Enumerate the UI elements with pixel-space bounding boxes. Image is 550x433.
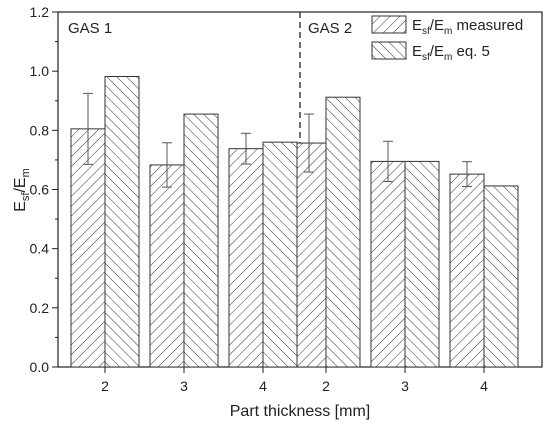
legend: Esf/Em measured Esf/Em eq. 5 [371, 15, 523, 63]
bar-measured [449, 173, 485, 368]
y-tick-label: 0.8 [30, 122, 50, 138]
panel-label-gas1: GAS 1 [68, 20, 112, 37]
legend-label-eq5: Esf/Em eq. 5 [412, 43, 490, 63]
bar-measured [228, 148, 264, 368]
bar-eq5 [183, 113, 219, 368]
x-tick-label: 2 [322, 378, 330, 394]
y-tick-label: 0.6 [30, 182, 50, 198]
y-tick-label: 0.0 [30, 359, 50, 375]
bar-measured [149, 164, 185, 368]
x-tick-label: 3 [401, 378, 409, 394]
x-tick-label: 4 [480, 378, 488, 394]
y-axis: 0.0 0.2 0.4 0.6 0.8 1.0 1.2 [30, 4, 58, 375]
bar-eq5 [262, 141, 298, 368]
x-tick-label: 2 [101, 378, 109, 394]
bar-eq5 [483, 185, 519, 368]
y-axis-title: Esf/Em [12, 168, 32, 212]
x-axis-title: Part thickness [mm] [230, 403, 370, 420]
legend-label-measured: Esf/Em measured [412, 17, 523, 37]
bars [70, 75, 519, 368]
legend-swatch-eq5 [371, 41, 407, 60]
x-tick-label: 4 [259, 378, 267, 394]
x-axis: 2 3 4 2 3 4 [101, 367, 488, 394]
y-tick-label: 1.2 [30, 4, 50, 20]
bar-measured [370, 160, 406, 368]
bar-eq5 [104, 75, 140, 368]
bar-eq5 [404, 160, 440, 368]
y-tick-label: 1.0 [30, 63, 50, 79]
x-tick-label: 3 [180, 378, 188, 394]
panel-label-gas2: GAS 2 [308, 20, 352, 37]
error-bars [83, 92, 472, 188]
y-tick-label: 0.4 [30, 241, 50, 257]
bar-eq5 [325, 96, 361, 368]
legend-swatch-measured [371, 15, 407, 34]
y-tick-label: 0.2 [30, 300, 50, 316]
